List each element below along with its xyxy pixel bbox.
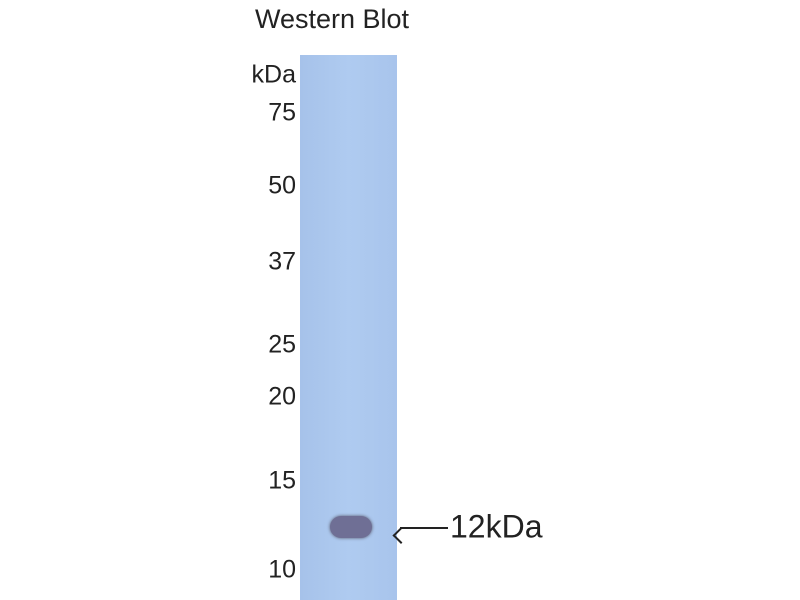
marker-20: 20: [268, 382, 296, 411]
figure-title: Western Blot: [255, 4, 410, 34]
marker-75: 75: [268, 98, 296, 127]
marker-50: 50: [268, 171, 296, 200]
marker-15: 15: [268, 466, 296, 495]
band-size-annotation: 12kDa: [450, 508, 543, 545]
unit-label: kDa: [251, 60, 296, 89]
marker-10: 10: [268, 555, 296, 584]
arrow-left-icon: [400, 527, 448, 529]
blot-lane: [300, 55, 397, 600]
marker-37: 37: [268, 247, 296, 276]
marker-25: 25: [268, 330, 296, 359]
protein-band: [330, 516, 372, 538]
